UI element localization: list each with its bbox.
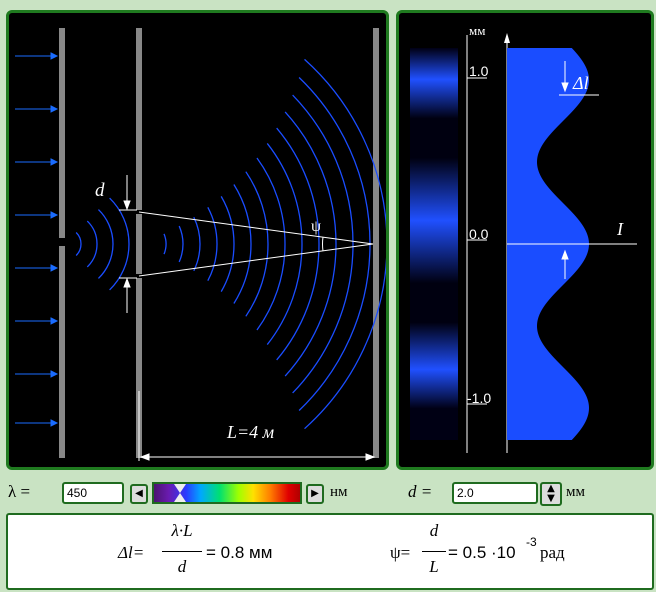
- tick-label-minus1: -1.0: [467, 390, 491, 406]
- axis-arrow: [504, 33, 510, 43]
- formula-psi-fraction-line: [422, 551, 446, 552]
- wave-arc: [298, 77, 371, 411]
- formula-psi-numerator: d: [429, 521, 439, 540]
- formula-psi-unit: рад: [540, 543, 565, 562]
- wave-arc: [178, 225, 184, 263]
- wave-arc: [245, 171, 269, 317]
- label-psi: ψ: [311, 218, 321, 235]
- incident-arrow: [15, 370, 59, 378]
- ray-lower: [138, 243, 374, 277]
- scene-svg: d ψ L=4 м: [15, 28, 386, 461]
- label-d: d: [95, 180, 105, 201]
- diffracted-waves: [75, 58, 386, 430]
- double-slit-screen-bottom: [136, 278, 142, 458]
- triangle-left-icon: ◀: [135, 488, 143, 499]
- lambda-decrease-button[interactable]: ◀: [130, 484, 148, 504]
- wave-arc: [109, 197, 130, 291]
- slit-separation-marker: [119, 175, 137, 313]
- lambda-input[interactable]: 450: [62, 482, 124, 504]
- incident-arrow: [15, 52, 59, 60]
- double-slit-screen-top: [136, 28, 142, 210]
- formula-dl-numerator: λ·L: [171, 521, 193, 540]
- d-stepper[interactable]: ▲ ▼: [540, 482, 562, 506]
- tick-marks: [467, 77, 487, 405]
- formula-dl-denominator: d: [177, 557, 187, 576]
- incident-wave-arrows: [15, 52, 59, 427]
- formula-panel: Δl= λ·L d = 0.8 мм ψ= d L = 0.5 ·10 -3 р…: [6, 513, 654, 590]
- tick-label-0: 0.0: [469, 226, 489, 242]
- formula-psi-result: = 0.5 ·10: [448, 543, 516, 562]
- wave-arc: [256, 157, 286, 331]
- lambda-label: λ =: [8, 482, 31, 501]
- formula-dl-fraction-line: [162, 551, 202, 552]
- formula-dl-result: = 0.8 мм: [206, 543, 273, 562]
- wave-arc: [86, 220, 98, 268]
- d-input[interactable]: 2.0: [452, 482, 538, 504]
- interference-scene-panel: d ψ L=4 м: [6, 10, 389, 470]
- observation-screen: [373, 28, 379, 458]
- incident-arrow: [15, 317, 59, 325]
- wave-arc: [97, 209, 114, 279]
- triangle-right-icon: ▶: [311, 488, 319, 499]
- wave-arc: [163, 233, 167, 255]
- wave-arc: [266, 143, 303, 345]
- wave-arc: [292, 94, 354, 394]
- chevron-up-icon[interactable]: ▲: [547, 483, 555, 494]
- intensity-plot-panel: мм 1.0 0.0 -1.0 Δl I: [396, 10, 654, 470]
- wave-arc: [193, 216, 201, 272]
- wave-arc: [220, 196, 235, 292]
- formula-dl-lhs: Δl=: [118, 543, 145, 562]
- label-L: L=4 м: [226, 422, 275, 442]
- formula-psi-denominator: L: [429, 557, 439, 576]
- first-slit-screen-upper: [59, 28, 65, 238]
- wave-arc: [207, 206, 218, 282]
- label-dl: Δl: [572, 73, 589, 93]
- formula-psi-exponent: -3: [526, 535, 537, 549]
- incident-arrow: [15, 419, 59, 427]
- wave-arc: [284, 111, 337, 377]
- axis-unit: мм: [469, 23, 485, 38]
- d-label: d =: [408, 482, 433, 501]
- first-slit-screen-lower: [59, 246, 65, 458]
- wavelength-slider[interactable]: [152, 482, 302, 504]
- chevron-down-icon[interactable]: ▼: [547, 493, 555, 504]
- incident-arrow: [15, 211, 59, 219]
- incident-arrow: [15, 158, 59, 166]
- double-slit-screen-middle: [136, 214, 142, 274]
- plot-svg: мм 1.0 0.0 -1.0 Δl I: [410, 23, 637, 453]
- fringe-width-marker: [559, 61, 599, 279]
- formula-psi-lhs: ψ=: [390, 543, 411, 562]
- tick-label-1: 1.0: [469, 63, 489, 79]
- lambda-unit: нм: [330, 484, 348, 500]
- ray-upper: [138, 211, 374, 245]
- incident-arrow: [15, 264, 59, 272]
- label-I: I: [616, 219, 624, 239]
- distance-L-marker: [138, 391, 376, 461]
- wave-arc: [304, 58, 386, 430]
- fringe-pattern: [410, 48, 458, 440]
- lambda-increase-button[interactable]: ▶: [306, 484, 324, 504]
- slider-handle[interactable]: [174, 484, 186, 502]
- wave-arc: [233, 184, 252, 304]
- wave-arc: [75, 232, 82, 256]
- incident-arrow: [15, 105, 59, 113]
- d-unit: мм: [566, 484, 585, 500]
- wave-arc: [276, 127, 320, 361]
